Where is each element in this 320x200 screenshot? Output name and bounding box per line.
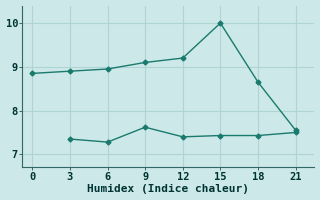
X-axis label: Humidex (Indice chaleur): Humidex (Indice chaleur) xyxy=(87,184,249,194)
